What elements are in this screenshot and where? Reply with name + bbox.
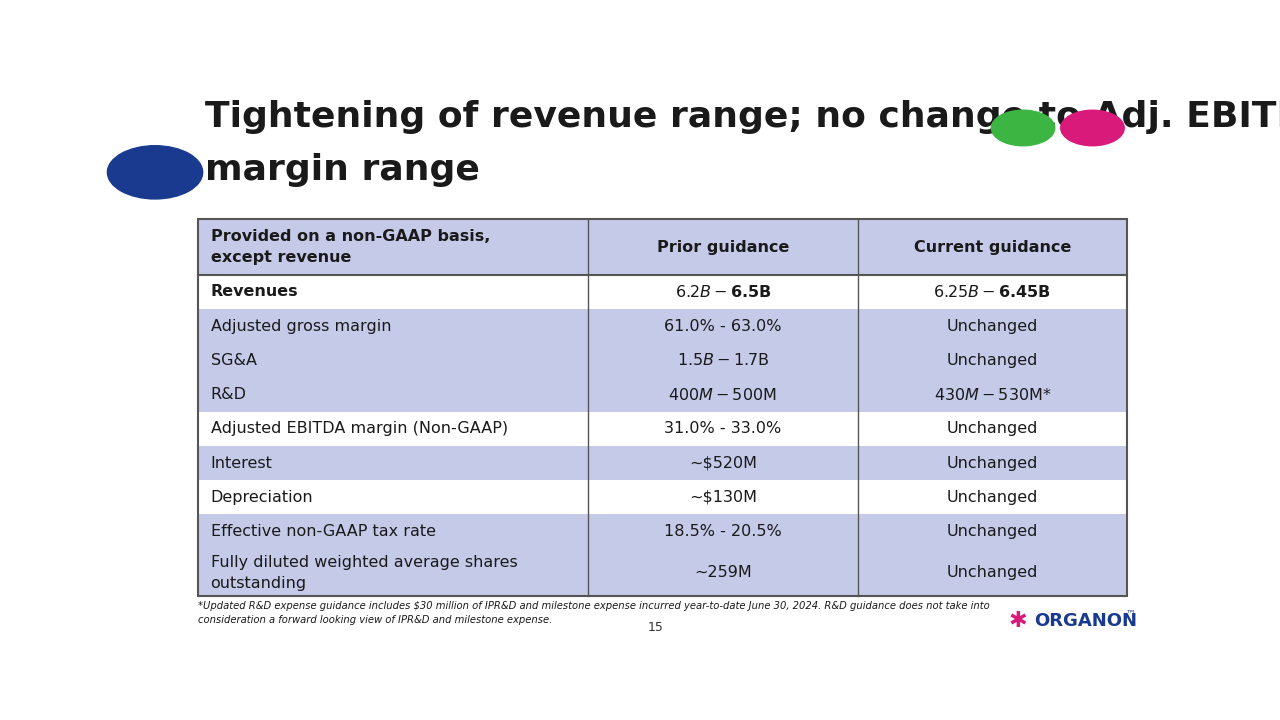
- Text: 61.0% - 63.0%: 61.0% - 63.0%: [664, 319, 782, 333]
- Text: $430M - $530M*: $430M - $530M*: [933, 387, 1051, 402]
- Text: Unchanged: Unchanged: [947, 319, 1038, 333]
- Text: ORGANON: ORGANON: [1034, 613, 1137, 631]
- Text: ~259M: ~259M: [694, 565, 751, 580]
- Text: ~$520M: ~$520M: [689, 456, 756, 471]
- Text: SG&A: SG&A: [211, 353, 256, 368]
- Text: Unchanged: Unchanged: [947, 456, 1038, 471]
- Text: Prior guidance: Prior guidance: [657, 240, 788, 255]
- Text: Interest: Interest: [211, 456, 273, 471]
- Text: $1.5B - $1.7B: $1.5B - $1.7B: [677, 352, 769, 369]
- Text: Unchanged: Unchanged: [947, 490, 1038, 505]
- Text: Unchanged: Unchanged: [947, 353, 1038, 368]
- Text: Adjusted EBITDA margin (Non-GAAP): Adjusted EBITDA margin (Non-GAAP): [211, 421, 508, 436]
- Text: margin range: margin range: [205, 153, 480, 187]
- Bar: [197, 309, 1128, 343]
- Text: $6.2B - $6.5B: $6.2B - $6.5B: [675, 284, 771, 300]
- Text: Effective non-GAAP tax rate: Effective non-GAAP tax rate: [211, 524, 435, 539]
- Bar: [197, 377, 1128, 412]
- Text: ™: ™: [1125, 608, 1135, 618]
- Text: Current guidance: Current guidance: [914, 240, 1071, 255]
- Bar: [197, 514, 1128, 549]
- Text: 31.0% - 33.0%: 31.0% - 33.0%: [664, 421, 782, 436]
- Bar: [197, 343, 1128, 377]
- Text: Depreciation: Depreciation: [211, 490, 314, 505]
- Text: $6.25B-$6.45B: $6.25B-$6.45B: [933, 284, 1051, 300]
- Text: ✱: ✱: [1009, 611, 1028, 631]
- Text: ~$130M: ~$130M: [689, 490, 756, 505]
- Circle shape: [1061, 110, 1124, 145]
- Text: 15: 15: [648, 621, 664, 634]
- Text: Provided on a non-GAAP basis,
except revenue: Provided on a non-GAAP basis, except rev…: [211, 229, 490, 265]
- Bar: [197, 446, 1128, 480]
- Circle shape: [991, 110, 1055, 145]
- Circle shape: [108, 145, 202, 199]
- Text: 18.5% - 20.5%: 18.5% - 20.5%: [664, 524, 782, 539]
- Text: $400M - $500M: $400M - $500M: [668, 387, 777, 402]
- Bar: [197, 220, 1128, 275]
- Text: R&D: R&D: [211, 387, 247, 402]
- Bar: [197, 220, 1128, 596]
- Bar: [197, 549, 1128, 596]
- Text: Tightening of revenue range; no change to Adj. EBITDA: Tightening of revenue range; no change t…: [205, 100, 1280, 134]
- Text: Fully diluted weighted average shares
outstanding: Fully diluted weighted average shares ou…: [211, 554, 517, 590]
- Text: Unchanged: Unchanged: [947, 421, 1038, 436]
- Text: Unchanged: Unchanged: [947, 565, 1038, 580]
- Text: Revenues: Revenues: [211, 284, 298, 300]
- Text: *Updated R&D expense guidance includes $30 million of IPR&D and milestone expens: *Updated R&D expense guidance includes $…: [197, 601, 989, 625]
- Text: Unchanged: Unchanged: [947, 524, 1038, 539]
- Text: Adjusted gross margin: Adjusted gross margin: [211, 319, 392, 333]
